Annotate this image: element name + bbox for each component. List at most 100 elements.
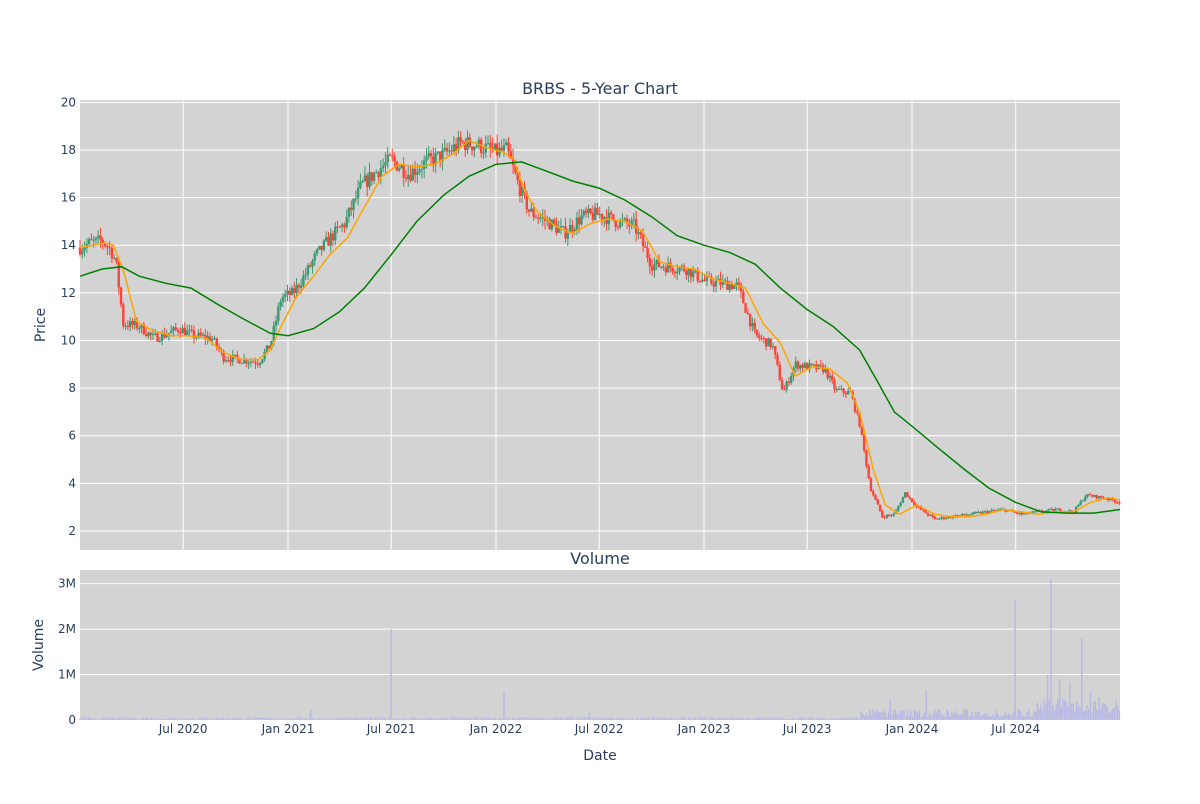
volume-bar <box>571 717 574 720</box>
volume-bar <box>197 718 199 720</box>
volume-bar <box>1028 709 1030 720</box>
volume-bar <box>178 717 180 720</box>
candle-body <box>573 229 576 232</box>
volume-bar <box>325 717 327 720</box>
volume-bar <box>417 718 420 720</box>
candle-body <box>249 361 253 363</box>
volume-bar <box>426 717 428 720</box>
volume-bar <box>144 718 146 720</box>
volume-bar <box>585 717 587 720</box>
candle-body <box>1118 502 1121 504</box>
candle-body <box>632 219 636 221</box>
volume-bar <box>140 718 143 720</box>
date-x-tick-label: Jan 2021 <box>261 722 315 736</box>
volume-bar <box>886 717 888 720</box>
volume-bar <box>410 717 413 720</box>
price-y-tick-label: 8 <box>68 381 76 395</box>
volume-bar <box>882 710 885 720</box>
volume-bar <box>210 718 213 720</box>
candle-body <box>83 247 86 251</box>
volume-bar <box>1033 711 1035 720</box>
volume-bar <box>910 709 912 720</box>
volume-bar <box>467 717 469 720</box>
candle-body <box>876 499 880 505</box>
volume-bar <box>299 717 302 720</box>
candle-body <box>179 332 182 334</box>
candle-body <box>158 340 161 342</box>
volume-bar <box>187 718 189 720</box>
date-x-tick-label: Jul 2024 <box>990 722 1040 736</box>
candle-body <box>728 284 731 290</box>
candle-body <box>685 271 688 276</box>
candle-body <box>890 515 893 517</box>
candle-body <box>865 450 868 466</box>
volume-bar <box>889 699 892 720</box>
volume-bar <box>123 718 126 720</box>
volume-bar <box>405 718 408 720</box>
volume-bar <box>687 717 690 720</box>
volume-bar <box>400 719 403 720</box>
volume-bar <box>149 718 151 720</box>
candle-body <box>755 329 759 336</box>
candle-body <box>944 518 948 520</box>
volume-bar <box>460 717 462 720</box>
volume-bar <box>489 717 492 720</box>
price-y-tick-label: 16 <box>61 191 76 205</box>
candle-body <box>639 232 642 235</box>
volume-bar <box>87 717 90 720</box>
volume-bar <box>108 718 110 720</box>
candle-body <box>108 247 111 249</box>
volume-bar <box>322 718 324 720</box>
candle-body <box>482 152 485 154</box>
candle-body <box>293 287 296 293</box>
candle-body <box>935 518 939 520</box>
candle-body <box>461 141 465 143</box>
volume-bar <box>858 719 861 720</box>
volume-bar <box>390 629 392 720</box>
price-y-tick-label: 20 <box>61 95 76 109</box>
volume-bar <box>581 717 584 720</box>
candle-body <box>860 426 864 435</box>
volume-bar <box>694 717 697 720</box>
volume-bar <box>918 711 921 720</box>
volume-bar <box>260 717 262 720</box>
volume-bar <box>282 718 285 720</box>
volume-bar <box>742 717 745 720</box>
volume-bar <box>375 717 377 720</box>
candle-body <box>578 217 581 225</box>
volume-bar <box>1106 706 1109 720</box>
volume-bar <box>431 718 433 720</box>
volume-bar <box>106 717 109 720</box>
candle-body <box>313 253 316 261</box>
candle-body <box>450 150 453 152</box>
volume-bar <box>669 718 671 720</box>
volume-bar <box>846 718 849 720</box>
volume-bar <box>951 711 953 720</box>
candle-body <box>286 290 289 295</box>
candle-body <box>135 321 139 329</box>
volume-bar <box>568 717 570 720</box>
volume-bar <box>703 717 705 720</box>
volume-bar <box>604 718 606 720</box>
candle-body <box>796 361 800 369</box>
candle-body <box>1086 494 1089 497</box>
volume-bar <box>821 718 823 720</box>
volume-bar <box>404 718 406 720</box>
candle-body <box>543 217 547 221</box>
volume-bar <box>311 718 314 720</box>
volume-bar <box>118 717 121 720</box>
candle-body <box>265 345 269 352</box>
volume-bar <box>1031 716 1033 720</box>
candle-body <box>976 512 980 514</box>
volume-bar <box>436 718 439 720</box>
volume-bar <box>298 717 300 720</box>
candle-body <box>329 233 332 246</box>
volume-bar <box>193 718 196 720</box>
volume-plot-area <box>80 570 1120 720</box>
candle-body <box>213 338 216 340</box>
candle-body <box>124 325 127 327</box>
volume-bar <box>658 717 661 720</box>
volume-bar <box>376 718 379 720</box>
candle-body <box>901 497 905 503</box>
volume-bar <box>747 717 750 720</box>
